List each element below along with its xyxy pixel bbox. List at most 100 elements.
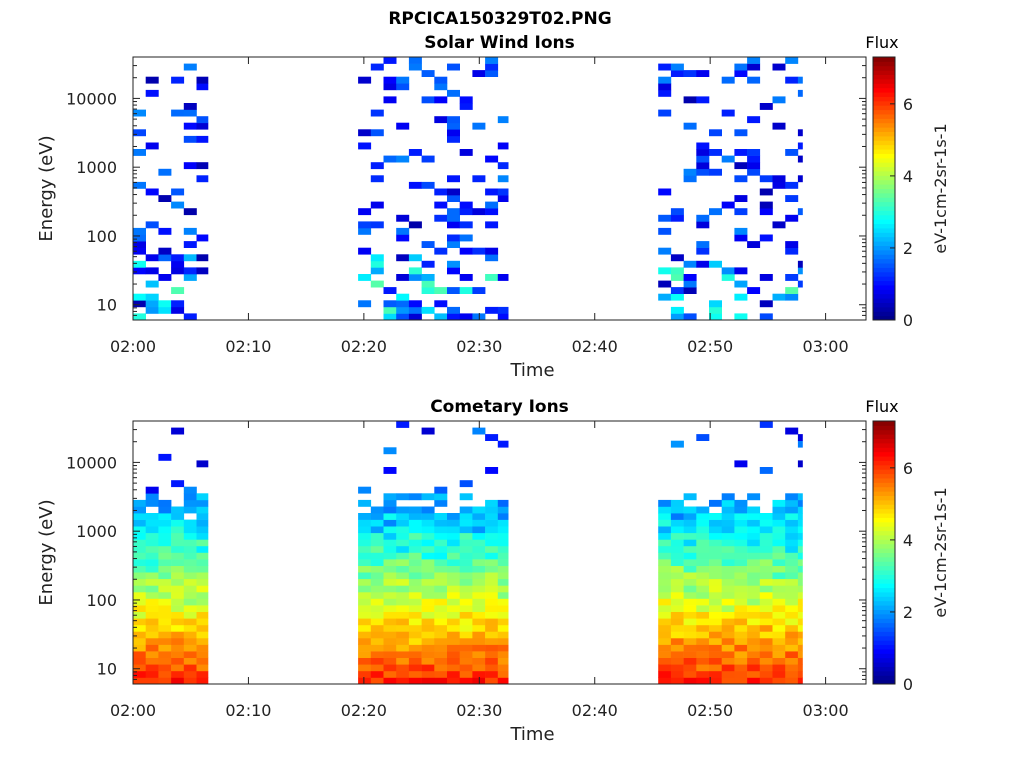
heatmap-cell — [158, 195, 172, 202]
heatmap-cell — [447, 605, 460, 612]
heatmap-cell — [785, 526, 799, 534]
heatmap-cell — [145, 670, 159, 678]
heatmap-cell — [721, 591, 735, 599]
heatmap-cell — [133, 618, 146, 626]
colorbar-segment — [873, 302, 895, 308]
heatmap-cell — [396, 598, 410, 606]
colorbar-segment — [873, 491, 895, 497]
heatmap-cell — [497, 440, 509, 448]
colorbar-segment — [873, 583, 895, 589]
heatmap-cell — [785, 493, 799, 501]
heatmap-cell — [785, 624, 799, 632]
heatmap-cell — [133, 559, 146, 566]
heatmap-cell — [158, 651, 172, 658]
heatmap-cell — [772, 664, 786, 672]
heatmap-cell — [497, 274, 509, 281]
heatmap-cell — [734, 638, 748, 645]
heatmap-cell — [408, 532, 422, 540]
heatmap-cell — [747, 651, 761, 658]
heatmap-cell — [383, 155, 397, 163]
heatmap-cell — [485, 499, 499, 507]
colorbar-segment — [873, 679, 895, 685]
heatmap-cell — [133, 565, 146, 573]
heatmap-cell — [358, 300, 372, 308]
heatmap-cell — [358, 208, 372, 216]
heatmap-cell — [383, 624, 397, 632]
heatmap-cell — [734, 559, 748, 566]
heatmap-cell — [383, 526, 397, 534]
heatmap-cell — [158, 532, 172, 540]
heatmap-cell — [447, 306, 460, 314]
heatmap-cell — [772, 293, 786, 301]
heatmap-cell — [721, 651, 735, 658]
heatmap-cell — [383, 578, 397, 586]
heatmap-cell — [196, 122, 209, 130]
heatmap-cell — [447, 578, 460, 586]
heatmap-cell — [709, 313, 722, 321]
colorbar-segment — [873, 65, 895, 71]
heatmap-cell — [696, 70, 710, 77]
heatmap-cell — [133, 670, 146, 678]
heatmap-cell — [797, 76, 803, 84]
heatmap-cell — [658, 657, 672, 665]
heatmap-cell — [485, 578, 499, 586]
heatmap-cell — [709, 644, 722, 652]
heatmap-cell — [759, 565, 773, 573]
heatmap-cell — [421, 287, 435, 294]
heatmap-cell — [171, 598, 185, 606]
heatmap-cell — [171, 260, 185, 268]
heatmap-cell — [358, 221, 372, 229]
heatmap-cell — [133, 591, 146, 599]
heatmap-cell — [683, 559, 697, 566]
heatmap-cell — [772, 631, 786, 639]
heatmap-cell — [734, 598, 748, 606]
heatmap-cell — [721, 565, 735, 573]
heatmap-cell — [734, 506, 748, 514]
heatmap-cell — [472, 247, 486, 255]
plot-frame — [132, 420, 867, 685]
colorbar-segment — [873, 315, 895, 321]
heatmap-cell — [133, 664, 146, 672]
heatmap-cell — [358, 572, 372, 580]
heatmap-cell — [434, 559, 448, 566]
heatmap-cell — [759, 611, 773, 619]
heatmap-cell — [472, 175, 486, 183]
heatmap-cell — [472, 552, 486, 560]
heatmap-cell — [158, 274, 172, 281]
heatmap-cell — [785, 57, 799, 64]
heatmap-cell — [785, 651, 799, 658]
heatmap-cell — [459, 234, 473, 242]
heatmap-cell — [472, 572, 486, 580]
heatmap-cell — [171, 306, 185, 314]
heatmap-cell — [747, 631, 761, 639]
colorbar-segment — [873, 184, 895, 189]
heatmap-cell — [396, 664, 410, 672]
heatmap-cell — [709, 559, 722, 566]
heatmap-cell — [434, 116, 448, 124]
heatmap-cell — [759, 188, 773, 196]
heatmap-cell — [434, 486, 448, 494]
heatmap-cell — [358, 142, 372, 150]
plot-frame — [132, 56, 867, 321]
heatmap-cell — [709, 260, 722, 268]
heatmap-cell — [797, 545, 803, 553]
panel-solar-wind-ions: Solar Wind Ions 10 100 1000 10000 02:00 02:10 0… — [36, 33, 950, 381]
colorbar-segment — [873, 543, 895, 549]
colorbar-segment — [873, 122, 895, 128]
heatmap-cell — [145, 598, 159, 606]
heatmap-cell — [734, 280, 748, 288]
heatmap-cell — [785, 76, 799, 84]
heatmap-cell — [747, 526, 761, 534]
heatmap-cell — [408, 181, 422, 189]
heatmap-cell — [485, 611, 499, 619]
colorbar-segment — [873, 460, 895, 466]
heatmap-cell — [408, 605, 422, 612]
heatmap-cell — [133, 129, 146, 137]
heatmap-cell — [670, 565, 684, 573]
heatmap-cell — [797, 644, 803, 652]
heatmap-cell — [447, 545, 460, 553]
heatmap-cell — [447, 241, 460, 248]
heatmap-cell — [485, 506, 499, 514]
heatmap-cell — [396, 306, 410, 314]
heatmap-cell — [408, 664, 422, 672]
